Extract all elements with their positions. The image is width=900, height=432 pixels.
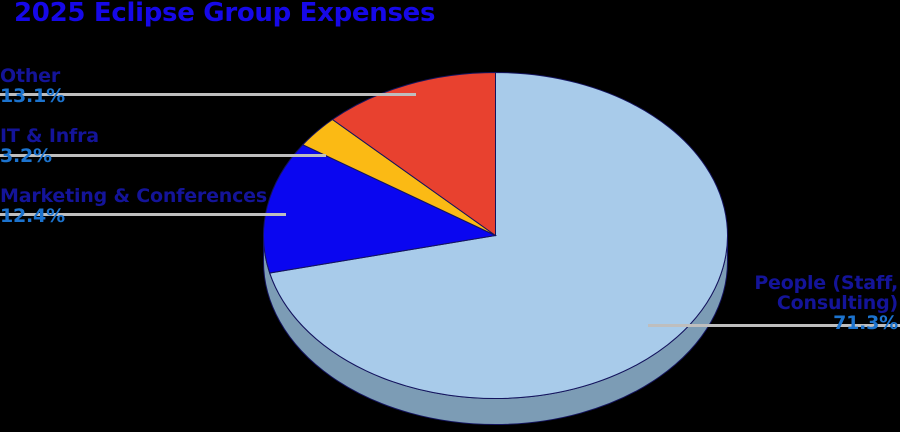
pie-label-marketing-name: Marketing & Conferences [0, 185, 267, 207]
pie-label-marketing-percent: 12.4% [0, 205, 65, 228]
leader-line-people [648, 324, 900, 327]
pie-label-it-infra-name: IT & Infra [0, 125, 99, 147]
pie-label-it-infra-percent: 3.2% [0, 145, 52, 168]
pie-label-people-percent: 71.3% [833, 312, 898, 335]
pie-label-it-infra: IT & Infra 3.2% [0, 126, 99, 166]
pie-label-other: Other 13.1% [0, 66, 65, 106]
leader-line-other [0, 93, 416, 96]
pie-label-marketing: Marketing & Conferences 12.4% [0, 186, 267, 226]
pie-label-other-percent: 13.1% [0, 85, 65, 108]
pie-slice-side-people [263, 235, 728, 425]
pie-label-people-name-line1: People (Staff, [754, 272, 898, 294]
pie-label-other-name: Other [0, 65, 61, 87]
pie-label-people: People (Staff, Consulting) 71.3% [754, 272, 898, 335]
pie-slice-marketing-conferences[interactable] [331, 71, 496, 237]
leader-line-marketing [0, 213, 286, 216]
pie-slice-people-staff-consulting[interactable] [269, 71, 728, 399]
pie-label-people-name-line2: Consulting) [776, 292, 898, 315]
chart-title: 2025 Eclipse Group Expenses [14, 0, 436, 28]
leader-line-it-infra [0, 154, 326, 157]
